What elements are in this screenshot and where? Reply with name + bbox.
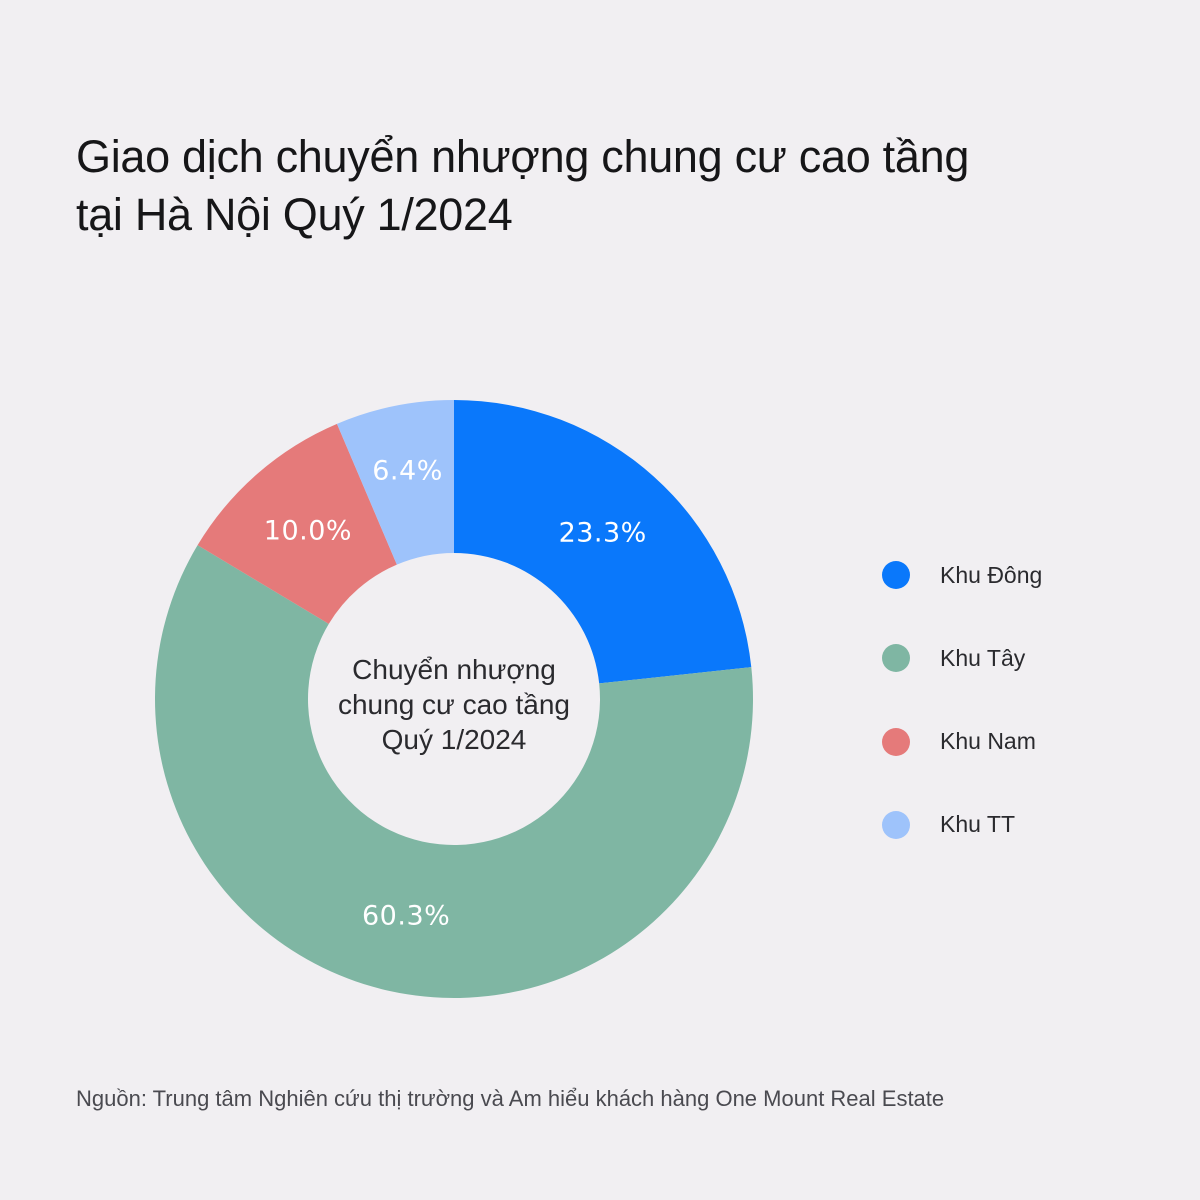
- legend-label: Khu Đông: [940, 561, 1043, 588]
- chart-title-line-1: Giao dịch chuyển nhượng chung cư cao tần…: [76, 131, 970, 182]
- slice-label-khu-tay: 60.3%: [362, 900, 451, 932]
- legend-label: Khu TT: [940, 811, 1015, 838]
- center-label-line-1: Chuyển nhượng: [352, 654, 556, 685]
- donut-slice-khu-dong: [454, 400, 752, 684]
- legend-swatch-khu-tay: [882, 644, 910, 673]
- legend-swatch-khu-tt: [882, 810, 910, 839]
- center-label-line-3: Quý 1/2024: [381, 724, 527, 755]
- legend-item-khu-tt: Khu TT: [882, 805, 1042, 845]
- legend-label: Khu Tây: [940, 644, 1026, 671]
- donut-slice-khu-tay: [155, 545, 754, 998]
- chart-legend: Khu Đông Khu Tây Khu Nam Khu TT: [882, 555, 1042, 888]
- legend-swatch-khu-nam: [882, 727, 910, 756]
- center-label-line-2: chung cư cao tầng: [337, 689, 570, 720]
- donut-slice-khu-tt: [336, 400, 454, 565]
- slice-label-khu-nam: 10.0%: [263, 515, 353, 547]
- donut-center-label: Chuyển nhượng chung cư cao tầng Quý 1/20…: [308, 652, 600, 757]
- legend-label: Khu Nam: [940, 728, 1036, 755]
- donut-slice-khu-nam: [197, 423, 397, 624]
- chart-title-line-2: tại Hà Nội Quý 1/2024: [76, 189, 513, 240]
- source-note: Nguồn: Trung tâm Nghiên cứu thị trường v…: [76, 1086, 945, 1111]
- legend-swatch-khu-dong: [882, 561, 910, 589]
- slice-label-khu-dong: 23.3%: [558, 517, 647, 549]
- legend-item-khu-tay: Khu Tây: [882, 638, 1042, 678]
- slice-label-khu-tt: 6.4%: [372, 455, 443, 487]
- legend-item-khu-dong: Khu Đông: [882, 555, 1042, 595]
- chart-title: Giao dịch chuyển nhượng chung cư cao tần…: [76, 128, 1126, 244]
- legend-item-khu-nam: Khu Nam: [882, 722, 1042, 762]
